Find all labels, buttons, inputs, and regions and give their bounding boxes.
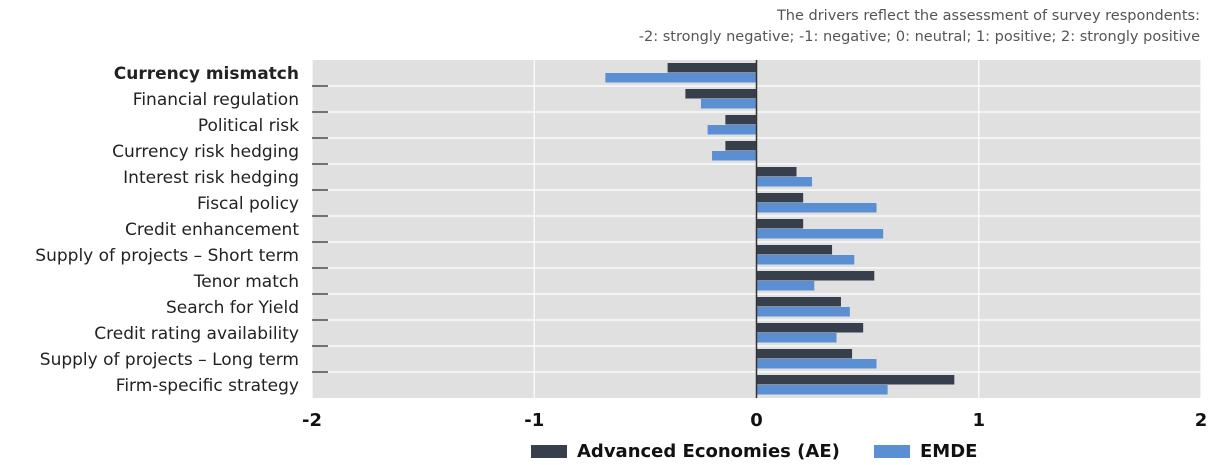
category-label: Search for Yield <box>166 298 299 318</box>
bar-emde <box>756 177 813 187</box>
legend: Advanced Economies (AE) EMDE <box>0 441 1214 465</box>
legend-label-ae: Advanced Economies (AE) <box>577 441 840 462</box>
legend-item-ae: Advanced Economies (AE) <box>531 441 840 462</box>
bar-ae <box>756 245 833 255</box>
category-label: Firm-specific strategy <box>116 376 299 396</box>
category-label: Financial regulation <box>133 90 299 110</box>
category-label: Currency mismatch <box>114 64 299 84</box>
bar-emde <box>700 99 757 109</box>
x-axis-ticks: -2 -1 0 1 2 <box>302 410 1207 431</box>
bar-emde <box>756 203 877 213</box>
category-labels: Currency mismatch Financial regulation Pol… <box>35 64 328 396</box>
bars <box>605 60 955 398</box>
bar-emde <box>605 73 757 83</box>
bar-ae <box>756 167 797 177</box>
legend-swatch-ae <box>531 445 567 458</box>
category-label: Currency risk hedging <box>112 142 299 162</box>
bar-ae <box>756 271 875 281</box>
category-label: Political risk <box>198 116 299 136</box>
bar-ae <box>667 63 757 73</box>
bar-emde <box>756 281 815 291</box>
bar-emde <box>756 307 850 317</box>
bar-ae <box>685 89 757 99</box>
bar-emde <box>756 385 888 395</box>
category-label: Credit enhancement <box>125 220 299 240</box>
bar-emde <box>707 125 757 135</box>
x-tick-label: -1 <box>524 410 544 431</box>
bar-emde <box>756 359 877 369</box>
bar-ae <box>725 141 757 151</box>
bar-ae <box>756 297 841 307</box>
x-tick-label: 1 <box>972 410 985 431</box>
bar-emde <box>756 229 884 239</box>
bar-emde <box>756 255 855 265</box>
bar-ae <box>756 375 955 385</box>
bar-ae <box>756 193 804 203</box>
category-label: Credit rating availability <box>94 324 299 344</box>
category-label: Supply of projects – Long term <box>40 350 299 370</box>
x-tick-label: 2 <box>1195 410 1208 431</box>
chart-note-line-2: -2: strongly negative; -1: negative; 0: … <box>638 29 1200 45</box>
legend-swatch-emde <box>874 445 910 458</box>
bar-emde <box>712 151 757 161</box>
legend-item-emde: EMDE <box>874 441 977 462</box>
bar-ae <box>756 323 864 333</box>
category-label: Supply of projects – Short term <box>35 246 299 266</box>
bar-ae <box>756 349 853 359</box>
category-label: Interest risk hedging <box>123 168 299 188</box>
bar-emde <box>756 333 837 343</box>
chart-note: The drivers reflect the assessment of su… <box>639 6 1200 48</box>
bar-ae <box>725 115 757 125</box>
chart-note-line-1: The drivers reflect the assessment of su… <box>776 8 1200 24</box>
x-tick-label: -2 <box>302 410 322 431</box>
x-tick-label: 0 <box>750 410 763 431</box>
category-label: Fiscal policy <box>197 194 299 214</box>
legend-label-emde: EMDE <box>920 441 978 462</box>
category-label: Tenor match <box>193 272 299 292</box>
bar-ae <box>756 219 804 229</box>
